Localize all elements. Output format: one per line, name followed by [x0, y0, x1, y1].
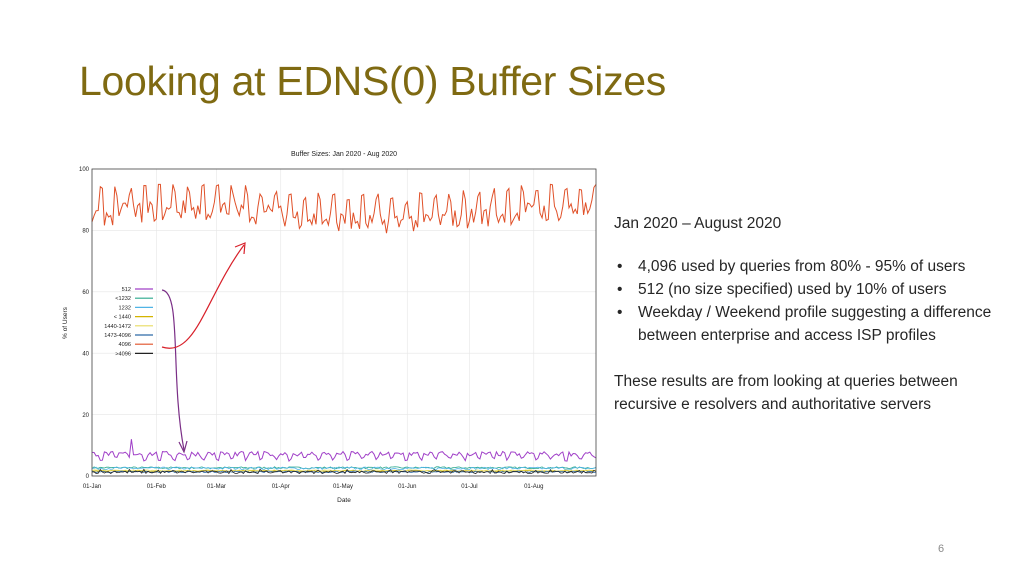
x-tick-label: 01-Mar [207, 484, 226, 490]
y-tick-label: 100 [79, 167, 90, 173]
finding-bullet: Weekday / Weekend profile suggesting a d… [614, 301, 1009, 347]
finding-bullet: 512 (no size specified) used by 10% of u… [614, 278, 1009, 301]
series-line [91, 466, 597, 471]
x-axis-ticks: 01-Jan 01-Feb 01-Mar 01-Apr 01-May 01-Jun 01-J… [83, 484, 544, 490]
chart-gridlines [91, 168, 596, 477]
legend-label: < 1440 [114, 315, 131, 321]
plot-frame [91, 168, 597, 477]
legend-label: 1473-4096 [104, 333, 131, 339]
series-line [91, 183, 597, 234]
x-tick-label: 01-Feb [147, 484, 167, 490]
annotation-arrowhead-4096 [234, 242, 246, 255]
annotation-arrow-512 [161, 289, 185, 451]
y-tick-label: 0 [86, 474, 90, 480]
chart-title: Buffer Sizes: Jan 2020 - Aug 2020 [291, 151, 397, 158]
y-axis-ticks: 0 20 40 60 80 100 [79, 167, 90, 480]
series-line [91, 468, 597, 475]
x-tick-label: 01-Aug [524, 484, 543, 490]
annotation-arrowhead-512 [178, 440, 188, 454]
legend-label: <1232 [115, 296, 131, 302]
x-axis-label: Date [337, 497, 351, 504]
legend-label: >4096 [115, 351, 131, 357]
y-tick-label: 80 [82, 229, 89, 235]
annotation-arrows [161, 242, 246, 454]
x-tick-label: 01-Jul [461, 484, 477, 490]
methodology-note: These results are from looking at querie… [614, 373, 958, 413]
buffer-sizes-chart: Buffer Sizes: Jan 2020 - Aug 2020 0 20 40 6… [62, 151, 597, 504]
x-tick-label: 01-May [333, 484, 353, 490]
description-panel: Jan 2020 – August 2020 4,096 used by que… [614, 212, 1009, 416]
annotation-arrow-4096 [161, 244, 245, 349]
legend-label: 4096 [119, 342, 131, 348]
series-line [91, 439, 597, 463]
legend-label: 512 [122, 287, 131, 293]
date-range-text: Jan 2020 – August 2020 [614, 215, 782, 232]
chart-legend: 512 <1232 1232 < 1440 1440-1472 1473-4096 4096… [104, 287, 153, 357]
x-tick-label: 01-Apr [272, 484, 290, 490]
x-tick-label: 01-Jan [83, 484, 101, 490]
x-tick-label: 01-Jun [398, 484, 416, 490]
y-tick-label: 60 [82, 290, 89, 296]
y-axis-label: % of Users [62, 306, 69, 339]
findings-list: 4,096 used by queries from 80% - 95% of … [614, 255, 1009, 347]
legend-label: 1232 [119, 305, 131, 311]
page-number: 6 [938, 543, 945, 555]
finding-bullet: 4,096 used by queries from 80% - 95% of … [614, 255, 1009, 278]
y-tick-label: 40 [82, 351, 89, 357]
chart-series [91, 183, 597, 475]
series-line [91, 469, 597, 472]
y-tick-label: 20 [82, 413, 89, 419]
slide-title: Looking at EDNS(0) Buffer Sizes [79, 58, 667, 104]
legend-label: 1440-1472 [104, 324, 131, 330]
